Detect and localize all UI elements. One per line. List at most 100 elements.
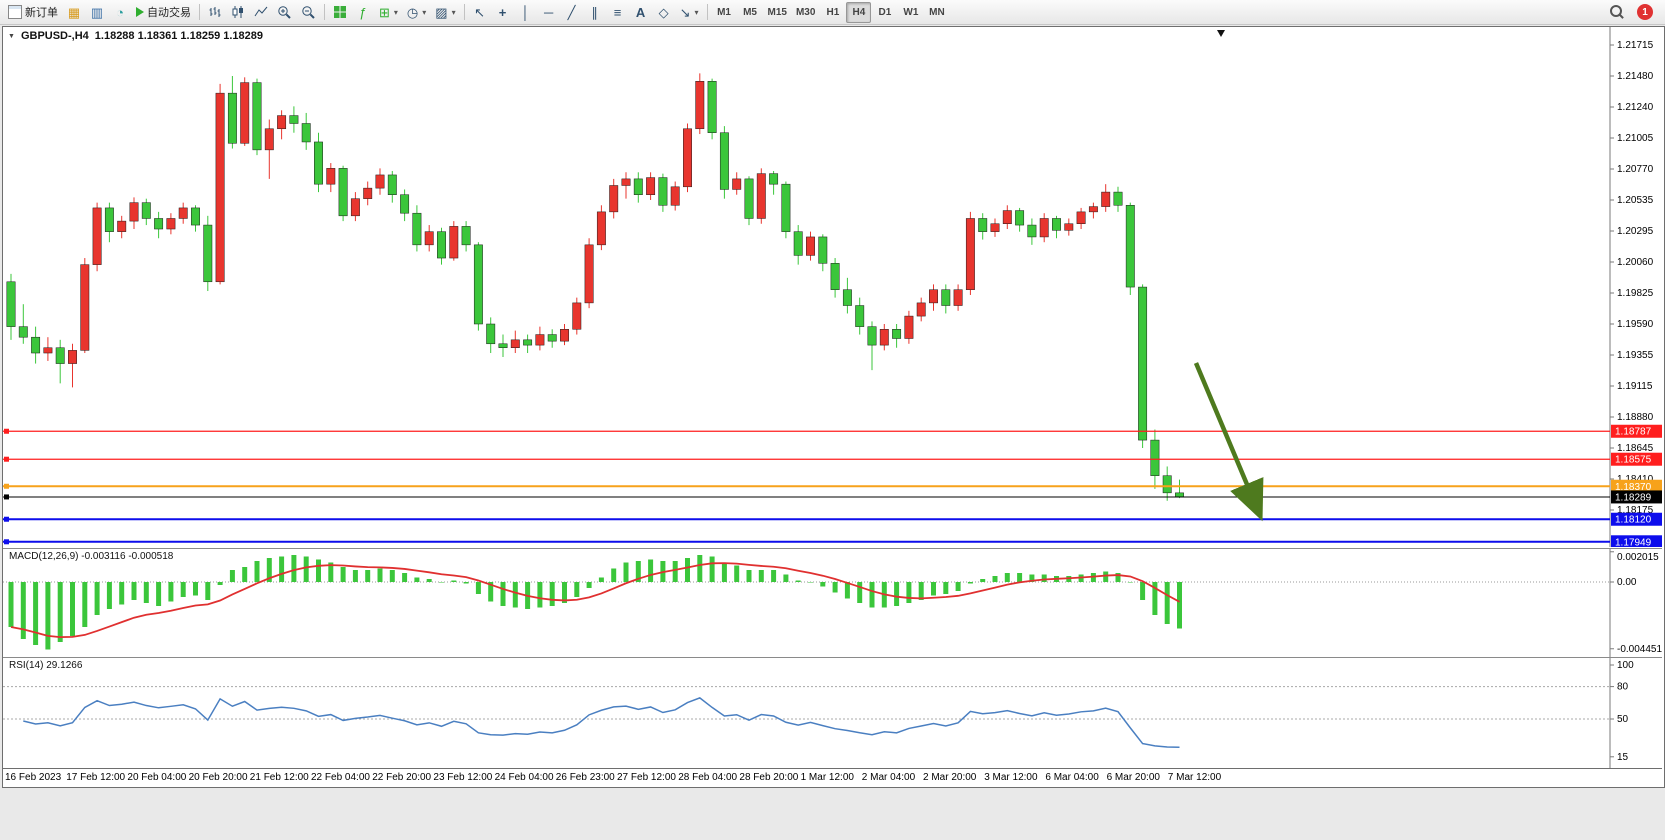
candle-down: [1162, 475, 1172, 494]
level-handle[interactable]: [4, 494, 9, 500]
chart-collapse-icon[interactable]: ▼: [8, 32, 15, 40]
arrows-tool-button[interactable]: ↘ ▾: [676, 2, 703, 23]
trendline-button[interactable]: ╱: [561, 2, 583, 23]
candle-down: [1138, 286, 1148, 441]
annotation-arrow[interactable]: [1193, 362, 1264, 522]
candle-down: [1015, 210, 1025, 226]
tile-windows-button[interactable]: [329, 2, 351, 23]
price-axis-label: 1.19115: [1617, 381, 1653, 392]
toolbar-separator: [199, 4, 200, 20]
rsi-panel[interactable]: 100 80 50 15: [3, 657, 1662, 768]
price-axis-label: 1.21480: [1617, 71, 1654, 82]
new-order-label: 新订单: [25, 7, 58, 19]
chart-title: ▼ GBPUSD-,H4 1.18288 1.18361 1.18259 1.1…: [8, 30, 263, 42]
search-icon[interactable]: [1610, 5, 1624, 19]
text-tool-icon: A: [635, 4, 646, 20]
refresh-button[interactable]: ◔: [109, 2, 131, 23]
macd-bar: [328, 562, 334, 582]
candle-up: [879, 329, 889, 346]
timeframe-m5-button[interactable]: M5: [738, 2, 763, 23]
macd-bar: [598, 577, 604, 582]
candle-up: [953, 289, 963, 306]
candle-down: [31, 336, 41, 354]
text-tool-button[interactable]: A: [630, 2, 652, 23]
timeframe-w1-button[interactable]: W1: [898, 2, 923, 23]
new-chart-button[interactable]: ⊞ ▾: [375, 2, 402, 23]
candle-up: [1088, 206, 1098, 213]
macd-bar: [906, 582, 912, 603]
candlestick-chart-button[interactable]: [227, 2, 249, 23]
macd-bar: [389, 570, 395, 582]
macd-bar: [512, 582, 518, 608]
macd-bar: [1017, 573, 1023, 582]
market-watch-button[interactable]: ▥: [86, 2, 108, 23]
macd-panel[interactable]: 0.002015 0.00 -0.004451: [3, 548, 1662, 657]
timeframe-m30-button[interactable]: M30: [792, 2, 819, 23]
zoom-in-icon: [278, 5, 291, 19]
zoom-out-button[interactable]: [297, 2, 320, 23]
candle-up: [166, 218, 176, 230]
profiles-button[interactable]: ▦: [63, 2, 85, 23]
shapes-button[interactable]: ◇: [653, 2, 675, 23]
candle-up: [326, 168, 336, 185]
fibonacci-button[interactable]: ≡: [607, 2, 629, 23]
candle-down: [892, 329, 902, 339]
macd-bar: [992, 576, 998, 582]
templates-button[interactable]: ▨ ▾: [431, 2, 459, 23]
time-label: 22 Feb 04:00: [311, 772, 370, 783]
price-tag-label: 1.18120: [1615, 515, 1652, 526]
time-label: 2 Mar 20:00: [923, 772, 977, 783]
candle-down: [227, 92, 237, 144]
line-chart-button[interactable]: [250, 2, 272, 23]
level-handle[interactable]: [4, 428, 9, 434]
rsi-axis-label: 100: [1617, 660, 1634, 671]
indicators-button[interactable]: ƒ: [352, 2, 374, 23]
crosshair-icon: +: [498, 4, 507, 20]
candle-down: [1052, 218, 1061, 231]
macd-bar: [1004, 573, 1010, 582]
timeframe-h1-button[interactable]: H1: [820, 2, 845, 23]
channel-button[interactable]: ∥: [584, 2, 606, 23]
cursor-button[interactable]: ↖: [469, 2, 491, 23]
candle-up: [43, 347, 53, 354]
price-axis-label: 1.18880: [1617, 412, 1654, 423]
candle-down: [1150, 439, 1160, 476]
macd-bar: [156, 582, 162, 606]
macd-bar: [746, 570, 752, 582]
zoom-out-icon: [302, 5, 315, 19]
candle-up: [990, 223, 1000, 232]
macd-bar: [131, 582, 137, 600]
candle-down: [203, 224, 213, 283]
timeframe-mn-button[interactable]: MN: [924, 2, 949, 23]
horizontal-line-button[interactable]: ─: [538, 2, 560, 23]
zoom-in-button[interactable]: [273, 2, 296, 23]
vertical-line-button[interactable]: │: [515, 2, 537, 23]
level-handle[interactable]: [4, 456, 9, 462]
candle-down: [252, 82, 262, 151]
bar-chart-button[interactable]: [204, 2, 226, 23]
timeframe-d1-button[interactable]: D1: [872, 2, 897, 23]
periods-button[interactable]: ◷ ▾: [403, 2, 430, 23]
time-label: 23 Feb 12:00: [433, 772, 493, 783]
macd-bar: [365, 570, 371, 582]
macd-bar: [229, 570, 235, 582]
notification-badge[interactable]: 1: [1637, 4, 1653, 20]
chart-shift-marker[interactable]: [1217, 30, 1225, 37]
level-handle[interactable]: [4, 516, 9, 522]
timeframe-h4-button[interactable]: H4: [846, 1, 872, 23]
candle-down: [141, 202, 151, 219]
candle-up: [363, 187, 373, 199]
timeframe-m1-button[interactable]: M1: [712, 2, 737, 23]
auto-trading-button[interactable]: 自动交易: [132, 2, 195, 23]
crosshair-button[interactable]: +: [492, 2, 514, 23]
macd-bar: [1164, 582, 1170, 624]
macd-bar: [586, 582, 592, 588]
price-chart-panel[interactable]: 1.21715 1.21480 1.21240 1.21005 1.20770 1.205…: [3, 27, 1662, 547]
candle-up: [584, 244, 594, 304]
indicators-icon: ƒ: [359, 4, 367, 20]
new-order-button[interactable]: 新订单: [4, 2, 62, 23]
timeframe-m15-button[interactable]: M15: [764, 2, 791, 23]
level-handle[interactable]: [4, 483, 9, 489]
level-handle[interactable]: [4, 539, 9, 545]
time-label: 20 Feb 04:00: [127, 772, 187, 783]
